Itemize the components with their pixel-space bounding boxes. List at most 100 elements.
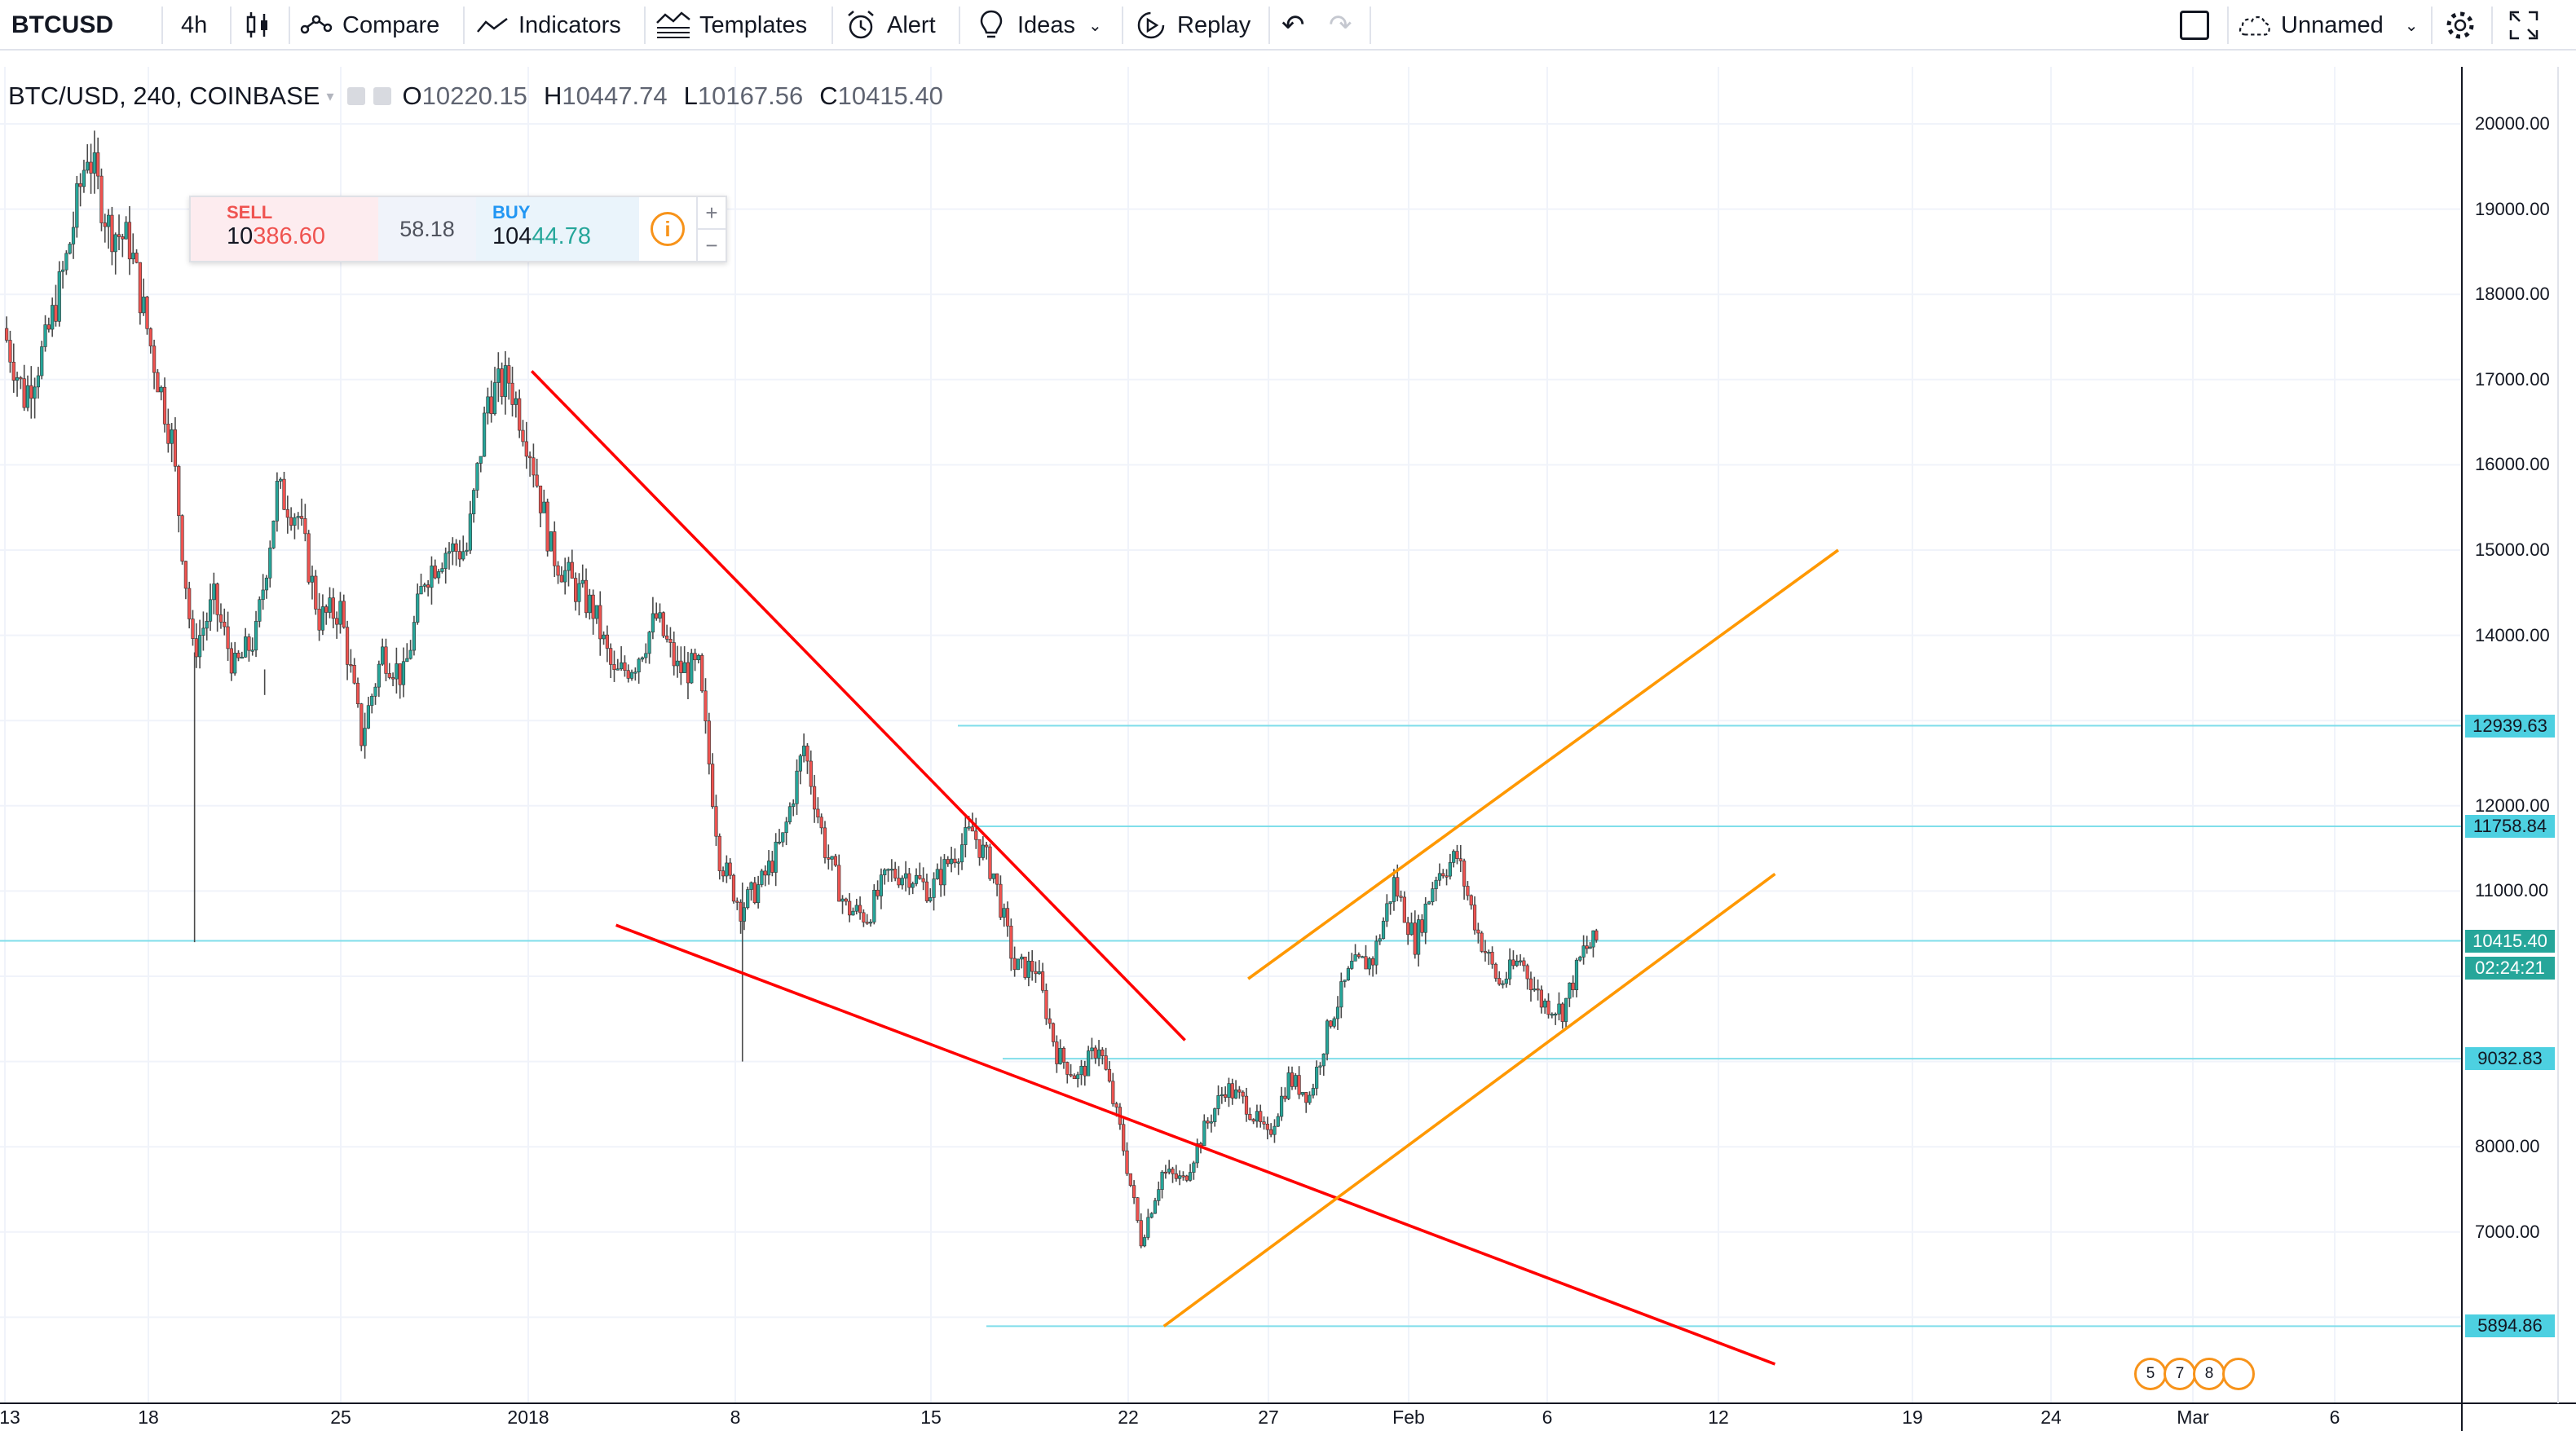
minus-button[interactable]: − bbox=[698, 228, 726, 261]
undo-button[interactable]: ↶ bbox=[1281, 0, 1305, 51]
candle-body bbox=[472, 490, 476, 515]
replay-button[interactable]: Replay bbox=[1133, 0, 1251, 51]
toolbar-divider bbox=[2491, 7, 2493, 44]
candle-body bbox=[268, 548, 272, 579]
settings-small-icon[interactable] bbox=[373, 87, 391, 105]
candle-body bbox=[57, 271, 61, 322]
info-icon[interactable]: i bbox=[651, 212, 685, 246]
time-tick: 15 bbox=[920, 1407, 942, 1428]
candle-body bbox=[819, 817, 823, 829]
candle-body bbox=[1107, 1068, 1112, 1082]
candle-body bbox=[1329, 1020, 1333, 1027]
candle-body bbox=[823, 827, 827, 858]
candle-body bbox=[1048, 1018, 1052, 1024]
candle-body bbox=[1283, 1095, 1287, 1099]
candle-body bbox=[482, 412, 487, 457]
economic-event-flag[interactable]: 8 bbox=[2193, 1358, 2225, 1390]
candle-body bbox=[180, 515, 184, 561]
candle-body bbox=[92, 152, 96, 174]
chevron-down-icon: ⌄ bbox=[2404, 16, 2419, 35]
replay-label: Replay bbox=[1177, 11, 1251, 38]
candle-body bbox=[68, 244, 72, 254]
candle-body bbox=[766, 861, 771, 876]
interval-button[interactable]: 4h bbox=[181, 11, 208, 38]
chart-type-button[interactable] bbox=[240, 0, 284, 51]
templates-button[interactable]: Templates bbox=[655, 0, 807, 51]
candle-body bbox=[742, 907, 747, 922]
candle-body bbox=[1378, 938, 1382, 942]
chevron-down-icon[interactable]: ▾ bbox=[326, 87, 334, 104]
candle-body bbox=[921, 878, 925, 883]
candle-body bbox=[89, 161, 93, 174]
candle-body bbox=[725, 862, 729, 877]
compare-icon bbox=[298, 7, 334, 43]
candle-body bbox=[981, 844, 985, 858]
candle-body bbox=[310, 575, 315, 583]
candle-body bbox=[1114, 1103, 1118, 1107]
ideas-label: Ideas bbox=[1017, 11, 1075, 38]
layout-menu[interactable]: Unnamed ⌄ bbox=[2237, 0, 2419, 51]
candle-body bbox=[465, 549, 469, 553]
candle-body bbox=[1248, 1113, 1252, 1120]
time-tick: 12 bbox=[1708, 1407, 1729, 1428]
expand-button[interactable] bbox=[2506, 0, 2550, 51]
price-label: 10415.40 bbox=[2465, 929, 2555, 953]
compare-button[interactable]: Compare bbox=[298, 0, 439, 51]
alert-button[interactable]: Alert bbox=[843, 0, 936, 51]
candle-body bbox=[363, 728, 367, 746]
candle-body bbox=[914, 874, 919, 884]
candle-body bbox=[152, 346, 157, 373]
candle-body bbox=[381, 646, 385, 665]
fullscreen-toggle[interactable] bbox=[2180, 0, 2209, 51]
candle-body bbox=[559, 575, 563, 583]
candle-body bbox=[324, 606, 329, 613]
economic-event-flag[interactable]: 5 bbox=[2134, 1358, 2167, 1390]
toolbar-divider bbox=[1268, 7, 1270, 44]
candle-body bbox=[746, 889, 750, 909]
buy-button[interactable]: BUY 10444.78 bbox=[476, 197, 639, 261]
toolbar-divider bbox=[831, 7, 833, 44]
candle-body bbox=[1237, 1089, 1242, 1093]
sell-button[interactable]: SELL 10386.60 bbox=[191, 197, 378, 261]
candle-body bbox=[1564, 997, 1568, 1022]
candle-body bbox=[1504, 978, 1508, 984]
settings-button[interactable] bbox=[2442, 0, 2486, 51]
candle-body bbox=[717, 835, 721, 871]
candle-body bbox=[1286, 1072, 1290, 1099]
symbol-description[interactable]: BTC/USD, 240, COINBASE bbox=[8, 81, 320, 110]
candle-body bbox=[686, 662, 690, 684]
candle-body bbox=[970, 826, 975, 832]
candle-body bbox=[145, 297, 149, 329]
candle-body bbox=[942, 859, 946, 886]
candle-body bbox=[1381, 921, 1386, 940]
candle-body bbox=[1227, 1083, 1231, 1098]
toolbar-divider bbox=[289, 7, 290, 44]
candle-body bbox=[1096, 1049, 1101, 1059]
plus-button[interactable]: + bbox=[705, 200, 718, 225]
candle-body bbox=[110, 214, 114, 253]
indicators-button[interactable]: Indicators bbox=[474, 0, 621, 51]
candle-body bbox=[999, 883, 1003, 918]
candle-body bbox=[598, 605, 602, 640]
redo-button[interactable]: ↷ bbox=[1329, 0, 1352, 51]
eye-icon[interactable] bbox=[346, 87, 365, 105]
candle-body bbox=[518, 398, 522, 431]
candle-body bbox=[1557, 1003, 1561, 1015]
chevron-down-icon: ⌄ bbox=[1087, 16, 1102, 35]
price-tick: 8000.00 bbox=[2475, 1136, 2540, 1157]
symbol-search[interactable]: BTCUSD bbox=[11, 11, 113, 38]
economic-event-flag[interactable]: 7 bbox=[2164, 1358, 2196, 1390]
candle-body bbox=[212, 583, 216, 601]
candle-body bbox=[1093, 1047, 1097, 1059]
candle-body bbox=[250, 649, 254, 652]
candle-body bbox=[1367, 958, 1371, 970]
flag-icon[interactable] bbox=[2222, 1358, 2255, 1390]
candle-body bbox=[1216, 1095, 1220, 1109]
candle-body bbox=[71, 227, 76, 244]
candle-body bbox=[682, 662, 686, 673]
time-tick: 13 bbox=[0, 1407, 20, 1428]
ideas-button[interactable]: Ideas ⌄ bbox=[973, 0, 1102, 51]
candle-body bbox=[1167, 1169, 1171, 1173]
candle-body bbox=[51, 305, 55, 330]
